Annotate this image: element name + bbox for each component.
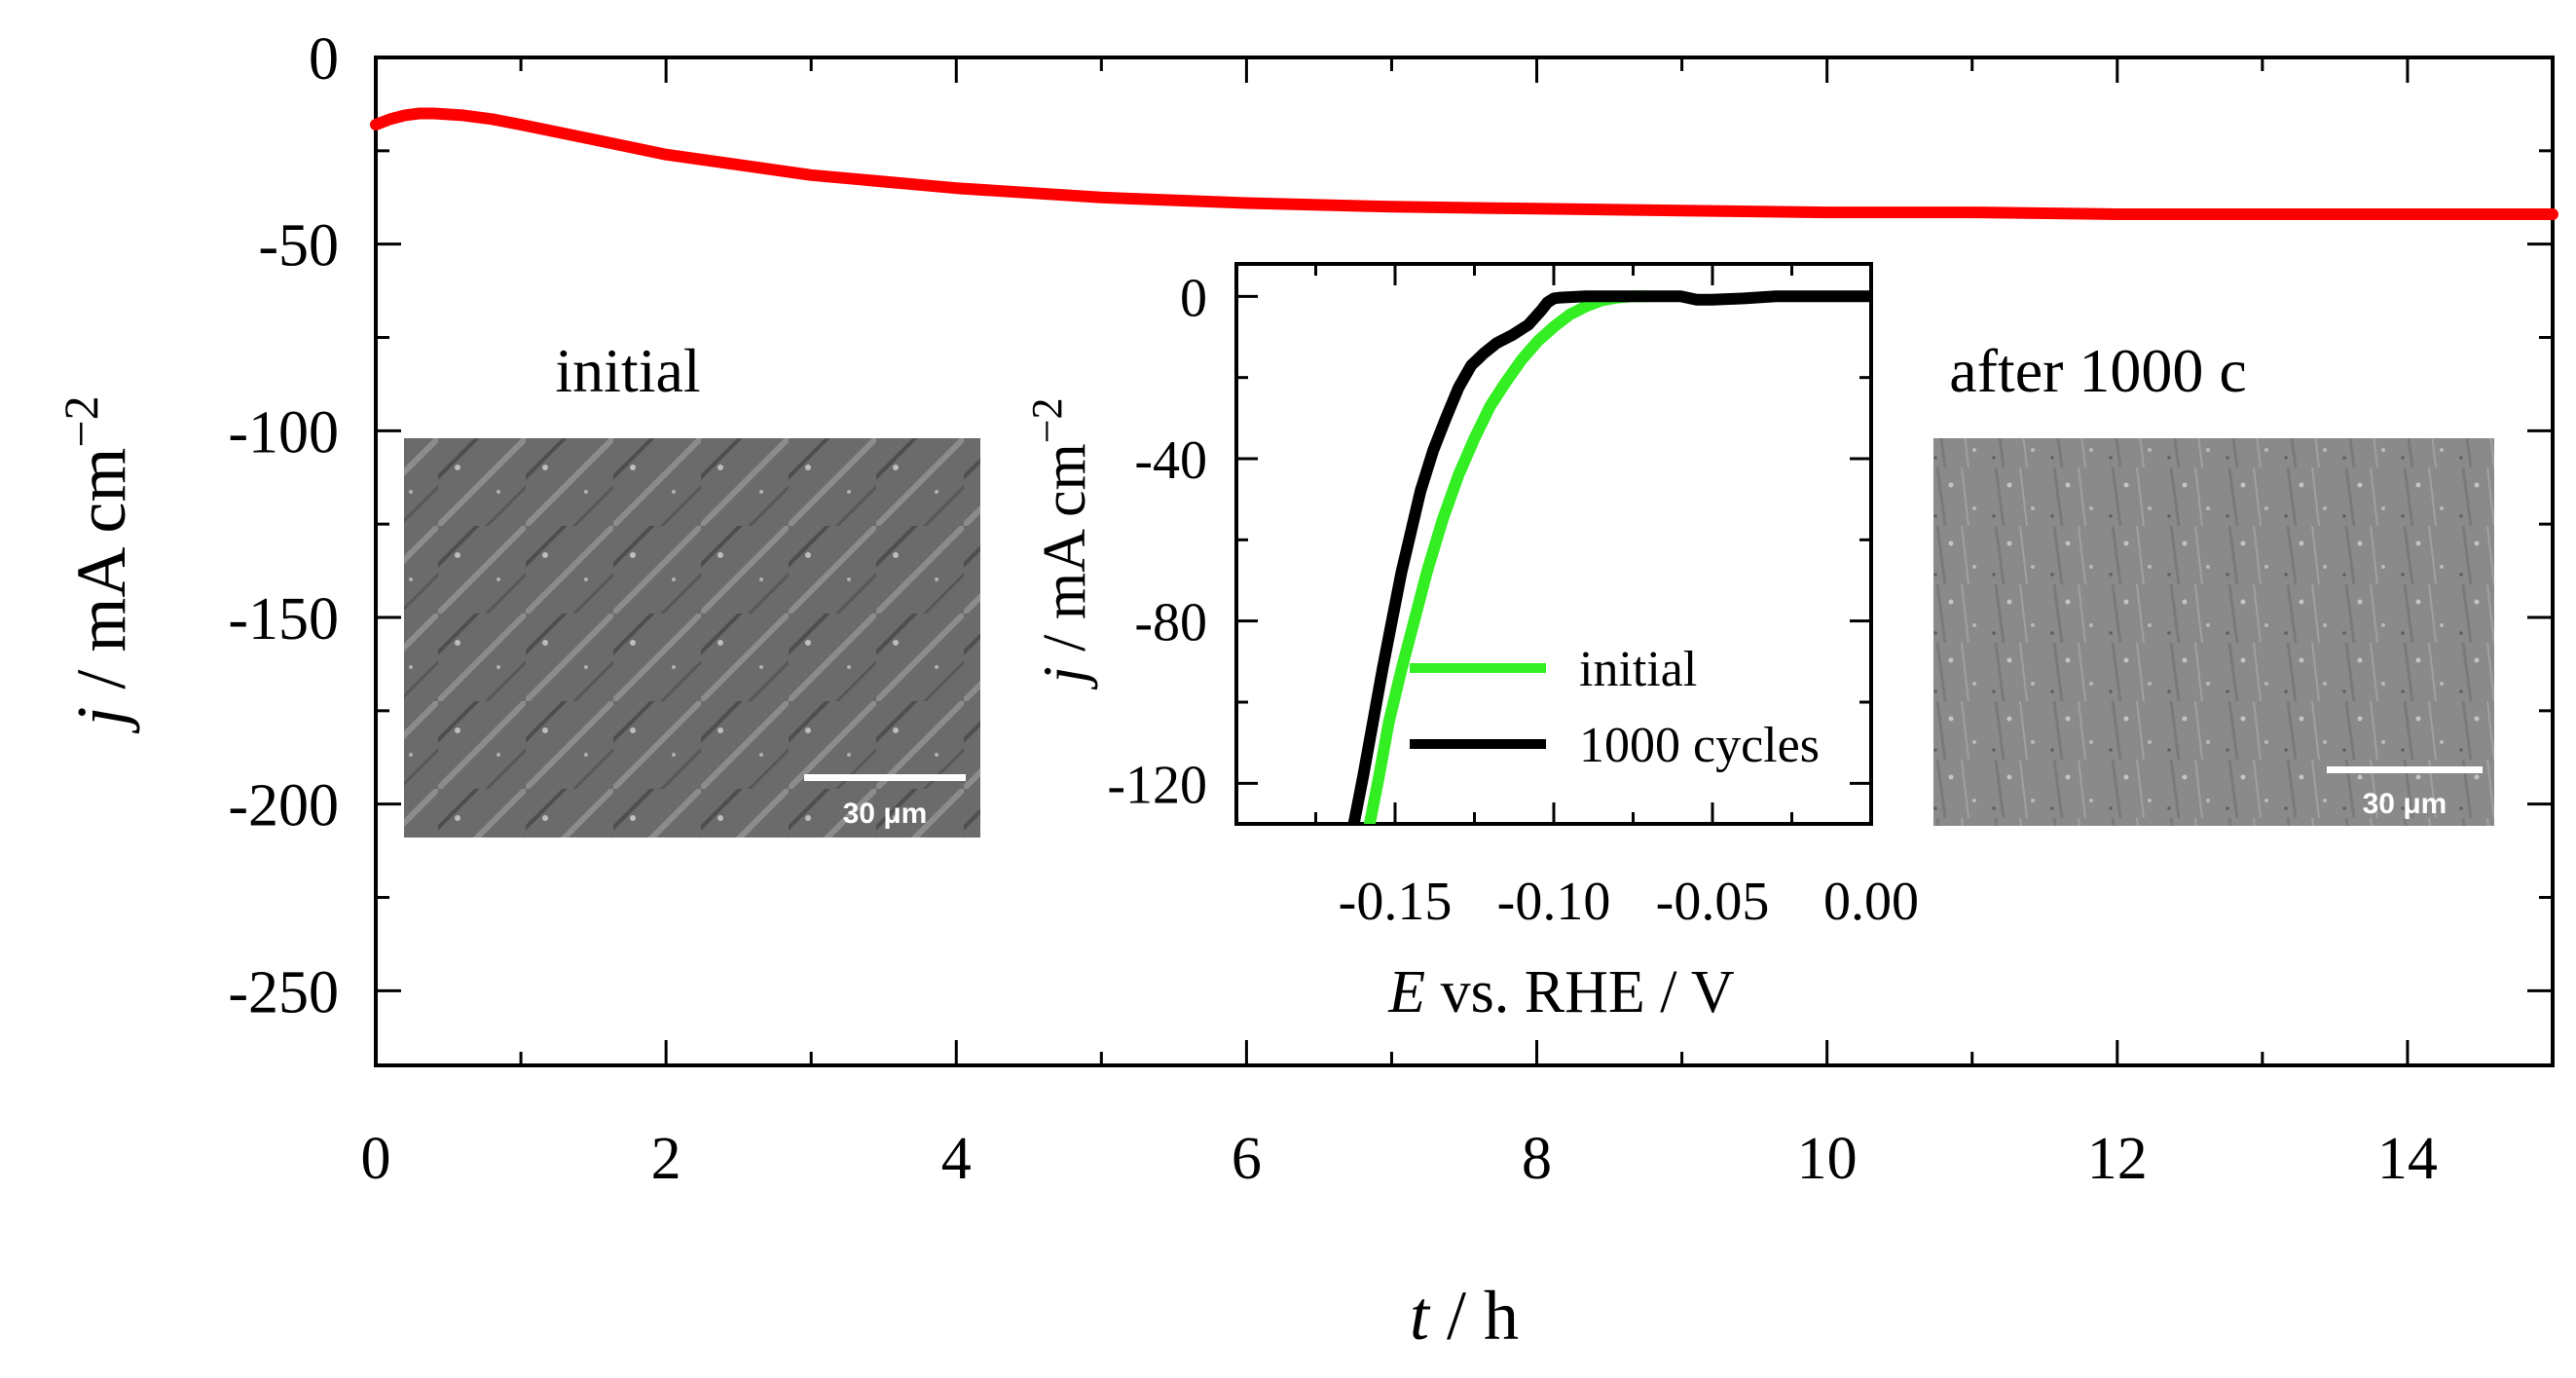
inset-background xyxy=(1236,264,1871,824)
inset-y-tick-label: -40 xyxy=(1134,430,1207,491)
y-tick-label: -200 xyxy=(228,773,339,839)
inset-y-tick-label: -120 xyxy=(1107,755,1207,815)
y-tick-label: -150 xyxy=(228,586,339,652)
sem-image-initial: initial 30 μm xyxy=(404,336,980,838)
x-tick-label: 10 xyxy=(1797,1126,1858,1192)
inset-x-tick-label: -0.05 xyxy=(1656,872,1770,932)
x-tick-label: 0 xyxy=(361,1126,391,1192)
main-series xyxy=(370,107,2558,220)
inset-legend: initial 1000 cycles xyxy=(1410,642,1820,773)
sem-image-after: after 1000 c 30 μm xyxy=(1933,336,2494,826)
main-tick-labels: 0 2 4 6 8 10 12 14 0 -50 -100 -150 -200 -250 xyxy=(228,26,2438,1192)
y-tick-label: -50 xyxy=(258,213,339,279)
main-ticks xyxy=(374,56,2555,1065)
sem-micrograph-after xyxy=(1933,438,2494,826)
inset-tick-labels: -0.15 -0.10 -0.05 0.00 0 -40 -80 -120 xyxy=(1107,268,1919,932)
inset-y-tick-label: 0 xyxy=(1180,268,1207,328)
x-tick-label: 2 xyxy=(651,1126,681,1192)
scale-bar-text-after: 30 μm xyxy=(2363,788,2447,820)
sem-label-after: after 1000 c xyxy=(1949,336,2247,405)
scale-bar-after xyxy=(2327,766,2483,773)
main-x-axis-title: t / h xyxy=(1410,1277,1519,1355)
y-tick-label: -100 xyxy=(228,399,339,466)
inset-series-line-1000-cycles xyxy=(1347,290,1871,824)
x-tick-label: 14 xyxy=(2377,1126,2438,1192)
main-plot-frame xyxy=(374,56,2555,1067)
inset-series xyxy=(1347,290,1871,824)
scale-bar-initial xyxy=(804,774,966,781)
inset-x-tick-label: -0.15 xyxy=(1339,872,1453,932)
inset-y-axis-title: j / mA cm−2 xyxy=(1023,397,1098,689)
x-tick-label: 12 xyxy=(2087,1126,2148,1192)
x-tick-label: 4 xyxy=(941,1126,972,1192)
scale-bar-text-initial: 30 μm xyxy=(843,798,928,830)
main-chart: 0 2 4 6 8 10 12 14 0 -50 -100 -150 -200 -250 t / h j … xyxy=(54,26,2558,1355)
inset-x-axis-title: E vs. RHE / V xyxy=(1387,959,1735,1025)
x-tick-label: 8 xyxy=(1522,1126,1552,1192)
series-line-chronoamperometry xyxy=(370,107,2558,220)
inset-y-tick-label: -80 xyxy=(1134,593,1207,653)
x-tick-label: 6 xyxy=(1232,1126,1262,1192)
legend-label-initial: initial xyxy=(1579,642,1697,697)
y-tick-label: -250 xyxy=(228,959,339,1025)
sem-label-initial: initial xyxy=(555,336,700,405)
inset-chart: -0.15 -0.10 -0.05 0.00 0 -40 -80 -120 initial 1… xyxy=(1023,262,1919,1025)
main-y-axis-title: j / mA cm−2 xyxy=(54,395,140,733)
legend-label-1000-cycles: 1000 cycles xyxy=(1579,718,1820,773)
sem-micrograph-initial xyxy=(404,438,980,838)
inset-x-tick-label: -0.10 xyxy=(1497,872,1611,932)
y-tick-label: 0 xyxy=(309,26,339,93)
inset-x-tick-label: 0.00 xyxy=(1823,872,1919,932)
